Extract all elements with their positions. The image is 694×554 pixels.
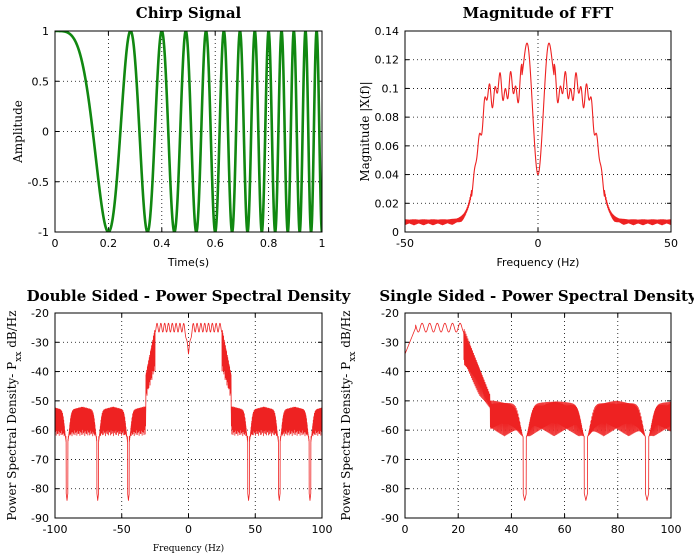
- psd-double-series-line: [55, 322, 322, 501]
- y-tick-label: -80: [381, 483, 399, 496]
- chart-title: Magnitude of FFT: [463, 4, 614, 22]
- x-axis-label: Frequency (Hz): [153, 543, 224, 554]
- x-tick-label: -50: [113, 523, 131, 536]
- chart-title: Double Sided - Power Spectral Density: [27, 287, 352, 305]
- y-tick-label: -20: [381, 307, 399, 320]
- x-tick-label: 20: [451, 523, 465, 536]
- y-tick-label: -90: [381, 512, 399, 525]
- y-tick-label: 0.06: [375, 140, 400, 153]
- y-tick-label: 0.14: [375, 25, 400, 38]
- y-axis-label-unit: dB/Hz: [339, 310, 353, 351]
- y-axis-label-unit: dB/Hz: [5, 310, 19, 351]
- y-axis-label-subscript: xx: [348, 352, 358, 362]
- y-tick-label: 0.04: [375, 169, 400, 182]
- y-axis-label: Amplitude: [11, 100, 25, 164]
- y-axis-label-main: Power Spectral Density- P: [5, 362, 19, 521]
- x-tick-label: 0.8: [260, 237, 278, 250]
- panel-psd1: 0 20 40 60 80 100 -90 -80 -70 -60 -50 -40 -30 -20 Sing…: [339, 287, 694, 536]
- y-tick-label: 0.5: [32, 75, 50, 88]
- fft-series-line: [405, 42, 671, 226]
- x-tick-label: -100: [43, 523, 68, 536]
- y-tick-label: -80: [31, 483, 49, 496]
- y-axis-label-subscript: xx: [14, 352, 24, 362]
- psd-single-series-line: [405, 322, 671, 501]
- y-tick-label: -1: [38, 226, 49, 239]
- x-axis-label: Frequency (Hz): [497, 256, 580, 269]
- x-tick-label: 40: [504, 523, 518, 536]
- y-tick-label: -20: [31, 307, 49, 320]
- y-tick-label: -50: [31, 395, 49, 408]
- x-tick-label: 100: [312, 523, 333, 536]
- y-tick-label: -60: [31, 424, 49, 437]
- x-tick-label: 60: [558, 523, 572, 536]
- y-axis-label-main: Power Spectral Density- P: [339, 362, 353, 521]
- x-tick-label: 50: [664, 237, 678, 250]
- chirp-series-line: [55, 31, 322, 232]
- y-tick-label: -90: [31, 512, 49, 525]
- y-tick-label: 0.02: [375, 197, 400, 210]
- y-tick-label: 0.12: [375, 54, 400, 67]
- x-axis-label: Time(s): [167, 256, 209, 269]
- x-tick-label: 1: [319, 237, 326, 250]
- panel-psd2: -100 -50 0 50 100 -90 -80 -70 -60 -50 -40 -30 -20 Dou…: [5, 287, 352, 554]
- y-tick-label: -30: [381, 336, 399, 349]
- x-tick-label: 80: [611, 523, 625, 536]
- x-tick-label: 0.4: [153, 237, 171, 250]
- y-tick-label: 0.08: [375, 111, 400, 124]
- x-tick-label: 0: [535, 237, 542, 250]
- y-tick-label: -40: [31, 366, 49, 379]
- y-tick-label: 0.1: [382, 82, 400, 95]
- y-tick-label: -40: [381, 366, 399, 379]
- y-tick-label: 0: [42, 126, 49, 139]
- x-tick-label: 0: [185, 523, 192, 536]
- y-tick-label: -70: [31, 453, 49, 466]
- y-tick-label: -0.5: [28, 176, 49, 189]
- chart-title: Chirp Signal: [136, 4, 242, 22]
- y-tick-label: 1: [42, 25, 49, 38]
- y-axis-label: Power Spectral Density- Pxx dB/Hz: [339, 310, 358, 520]
- x-tick-label: 100: [661, 523, 682, 536]
- panel-chirp: 0 0.2 0.4 0.6 0.8 1 -1 -0.5 0 0.5 1 Chirp Signal Tim…: [11, 4, 326, 269]
- x-tick-label: 0: [52, 237, 59, 250]
- panel-fft: -50 0 5000.020.040.060.080.10.120.14Magnit…: [358, 4, 678, 269]
- y-tick-label: -30: [31, 336, 49, 349]
- y-tick-label: -50: [381, 395, 399, 408]
- axes-frame-chirp: [54, 30, 323, 233]
- y-tick-label: 0: [392, 226, 399, 239]
- y-tick-label: -60: [381, 424, 399, 437]
- axes-frame-psd2: [54, 312, 323, 519]
- x-tick-label: 0.6: [206, 237, 224, 250]
- x-tick-label: 0.2: [100, 237, 118, 250]
- x-tick-label: 50: [248, 523, 262, 536]
- y-tick-label: -70: [381, 453, 399, 466]
- chart-title: Single Sided - Power Spectral Density: [379, 287, 694, 305]
- y-axis-label: Power Spectral Density- Pxx dB/Hz: [5, 310, 24, 520]
- axes-frame-psd1: [404, 312, 672, 519]
- axes-frame-fft: [404, 30, 672, 233]
- x-tick-label: 0: [402, 523, 409, 536]
- y-axis-label: Magnitude |X(f)|: [358, 81, 372, 181]
- x-tick-label: -50: [396, 237, 414, 250]
